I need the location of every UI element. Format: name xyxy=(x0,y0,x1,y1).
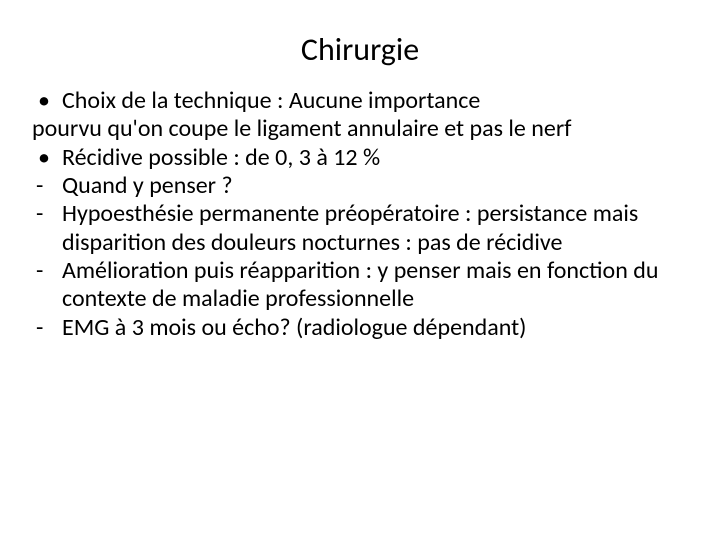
list-item-text: Quand y penser ? xyxy=(62,172,690,200)
dash-icon: - xyxy=(30,200,62,228)
list-item-continuation: pourvu qu'on coupe le ligament annulaire… xyxy=(30,115,690,143)
slide-title: Chirurgie xyxy=(30,30,690,69)
dash-icon: - xyxy=(30,314,62,342)
list-item-text: pourvu qu'on coupe le ligament annulaire… xyxy=(32,115,690,143)
dash-icon: - xyxy=(30,172,62,200)
bullet-icon: • xyxy=(30,87,62,115)
dash-icon: - xyxy=(30,257,62,285)
list-item-text: Hypoesthésie permanente préopératoire : … xyxy=(62,200,690,257)
slide-content: • Choix de la technique : Aucune importa… xyxy=(30,87,690,342)
list-item: - EMG à 3 mois ou écho? (radiologue dépe… xyxy=(30,314,690,342)
list-item: - Hypoesthésie permanente préopératoire … xyxy=(30,200,690,257)
list-item: - Quand y penser ? xyxy=(30,172,690,200)
list-item-text: EMG à 3 mois ou écho? (radiologue dépend… xyxy=(62,314,690,342)
list-item-text: Récidive possible : de 0, 3 à 12 % xyxy=(62,144,690,172)
list-item: • Récidive possible : de 0, 3 à 12 % xyxy=(30,144,690,172)
list-item: - Amélioration puis réapparition : y pen… xyxy=(30,257,690,314)
bullet-icon: • xyxy=(30,144,62,172)
list-item-text: Choix de la technique : Aucune importanc… xyxy=(62,87,690,115)
list-item-text: Amélioration puis réapparition : y pense… xyxy=(62,257,690,314)
list-item: • Choix de la technique : Aucune importa… xyxy=(30,87,690,115)
slide: Chirurgie • Choix de la technique : Aucu… xyxy=(0,0,720,540)
